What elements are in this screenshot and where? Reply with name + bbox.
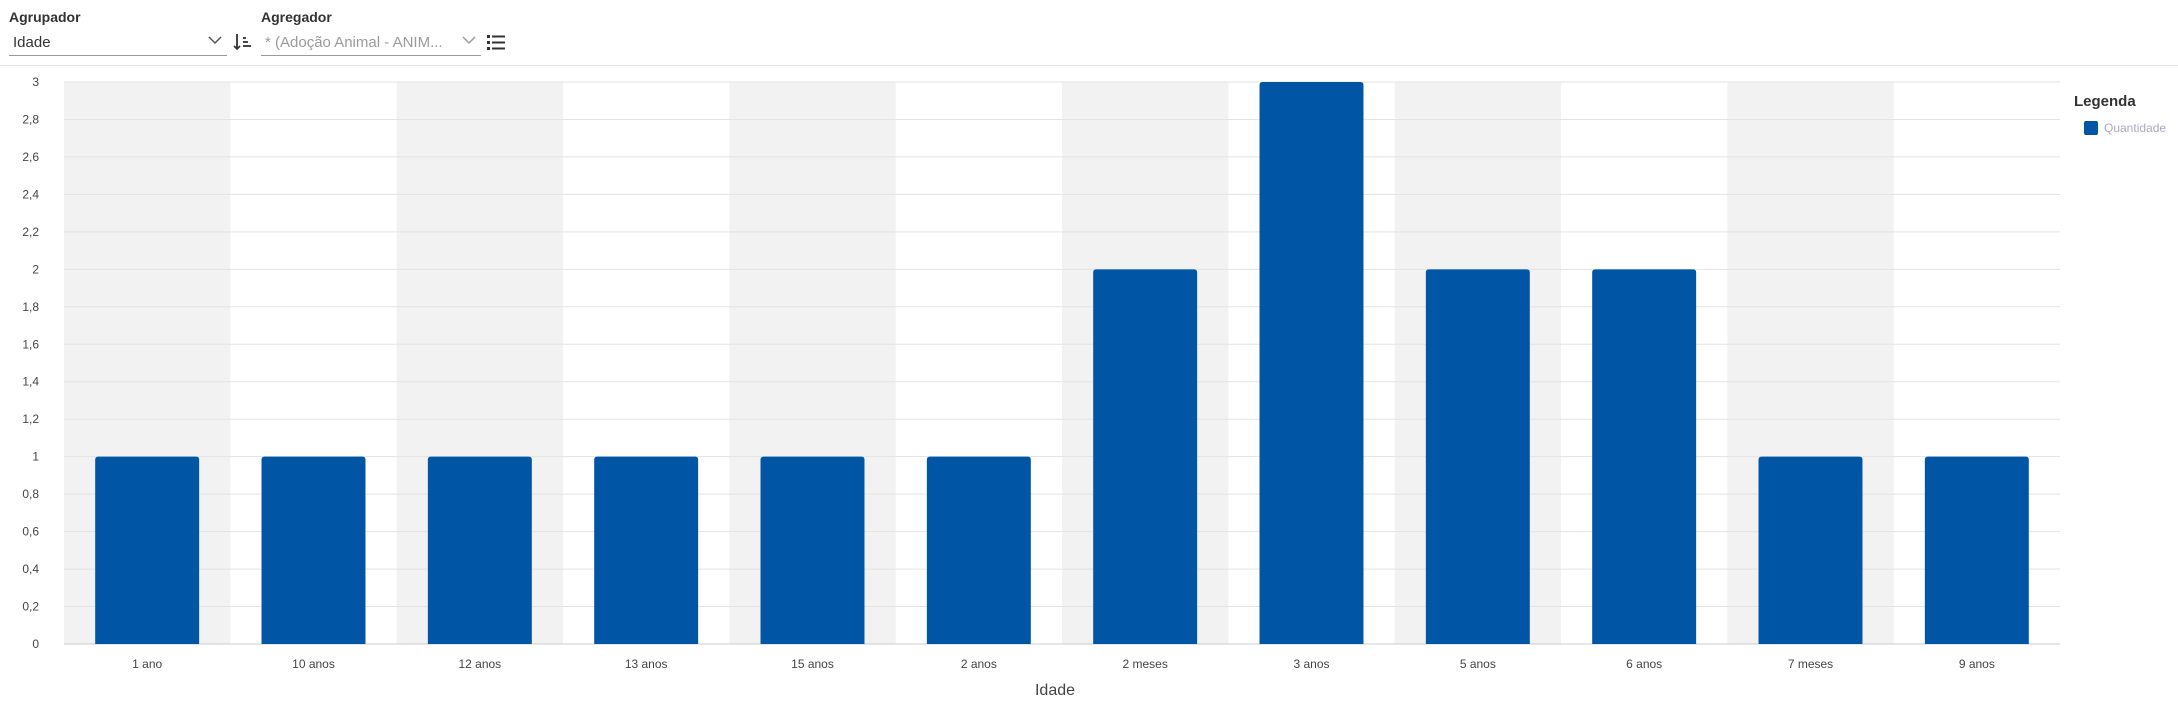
x-axis-ticks: 1 ano 10 anos 12 anos 13 anos 15 anos 2 anos 2…: [132, 657, 1995, 671]
x-tick-label: 13 anos: [625, 657, 668, 671]
y-tick-label: 2,6: [22, 150, 39, 164]
bar-chart: 0 0,2 0,4 0,6 0,8 1 1,2 1,4 1,6 1,8 2 2,2 2,4 2,6 2,8 3…: [22, 75, 2060, 699]
legend-item-label: Quantidade: [2104, 121, 2167, 135]
y-tick-label: 1,2: [22, 412, 39, 426]
bar-2-anos[interactable]: [926, 456, 1031, 644]
aggregator-field: Agregador * (Adoção Animal - ANIM...: [261, 8, 481, 56]
aggregator-select[interactable]: * (Adoção Animal - ANIM...: [261, 30, 481, 56]
bar-3-anos[interactable]: [1259, 82, 1364, 644]
bar-9-anos[interactable]: [1924, 456, 2029, 644]
legend: Legenda Quantidade: [2074, 92, 2174, 136]
aggregator-label: Agregador: [261, 9, 332, 25]
bar-2-meses[interactable]: [1093, 269, 1198, 644]
x-tick-label: 10 anos: [292, 657, 335, 671]
grouper-select[interactable]: Idade: [9, 30, 227, 56]
x-tick-label: 15 anos: [791, 657, 834, 671]
ordered-list-icon[interactable]: [486, 32, 506, 52]
chevron-down-icon[interactable]: [461, 34, 477, 46]
legend-item-quantidade[interactable]: Quantidade: [2074, 120, 2174, 136]
y-tick-label: 3: [32, 75, 39, 89]
bar-15-anos[interactable]: [760, 456, 865, 644]
toolbar: Agrupador Idade Agregador * (Adoção Anim…: [0, 0, 2178, 66]
y-tick-label: 1: [32, 450, 39, 464]
x-tick-label: 7 meses: [1788, 657, 1833, 671]
y-tick-label: 0,2: [22, 600, 39, 614]
x-tick-label: 5 anos: [1460, 657, 1496, 671]
x-tick-label: 1 ano: [132, 657, 162, 671]
y-tick-label: 2,2: [22, 225, 39, 239]
x-tick-label: 6 anos: [1626, 657, 1662, 671]
grouper-select-value: Idade: [13, 34, 51, 51]
legend-swatch: [2084, 121, 2098, 135]
bar-7-meses[interactable]: [1758, 456, 1863, 644]
y-tick-label: 0: [32, 637, 39, 651]
x-axis-title: Idade: [1035, 682, 1075, 699]
grouper-field: Agrupador Idade: [9, 8, 227, 56]
bar-1-ano[interactable]: [95, 456, 200, 644]
bar-10-anos[interactable]: [261, 456, 366, 644]
y-tick-label: 2,4: [22, 187, 39, 201]
bar-5-anos[interactable]: [1425, 269, 1530, 644]
chart-bars: [95, 82, 2029, 644]
grouper-label: Agrupador: [9, 9, 81, 25]
x-tick-label: 3 anos: [1293, 657, 1329, 671]
x-tick-label: 9 anos: [1959, 657, 1995, 671]
x-tick-label: 2 meses: [1122, 657, 1167, 671]
y-tick-label: 2: [32, 262, 39, 276]
x-tick-label: 2 anos: [961, 657, 997, 671]
y-tick-label: 0,6: [22, 525, 39, 539]
y-tick-label: 2,8: [22, 112, 39, 126]
legend-title: Legenda: [2074, 93, 2136, 110]
aggregator-select-value: * (Adoção Animal - ANIM...: [265, 34, 443, 51]
sort-ascending-icon[interactable]: [233, 32, 253, 52]
x-tick-label: 12 anos: [458, 657, 501, 671]
bar-12-anos[interactable]: [427, 456, 532, 644]
y-tick-label: 1,4: [22, 375, 39, 389]
chevron-down-icon[interactable]: [207, 34, 223, 46]
y-tick-label: 1,6: [22, 337, 39, 351]
bar-6-anos[interactable]: [1592, 269, 1697, 644]
y-tick-label: 0,4: [22, 562, 39, 576]
y-tick-label: 1,8: [22, 300, 39, 314]
bar-13-anos[interactable]: [594, 456, 699, 644]
chart-gridlines: [64, 81, 2060, 645]
y-axis-ticks: 0 0,2 0,4 0,6 0,8 1 1,2 1,4 1,6 1,8 2 2,2 2,4 2,6 2,8 3: [22, 75, 39, 651]
y-tick-label: 0,8: [22, 487, 39, 501]
